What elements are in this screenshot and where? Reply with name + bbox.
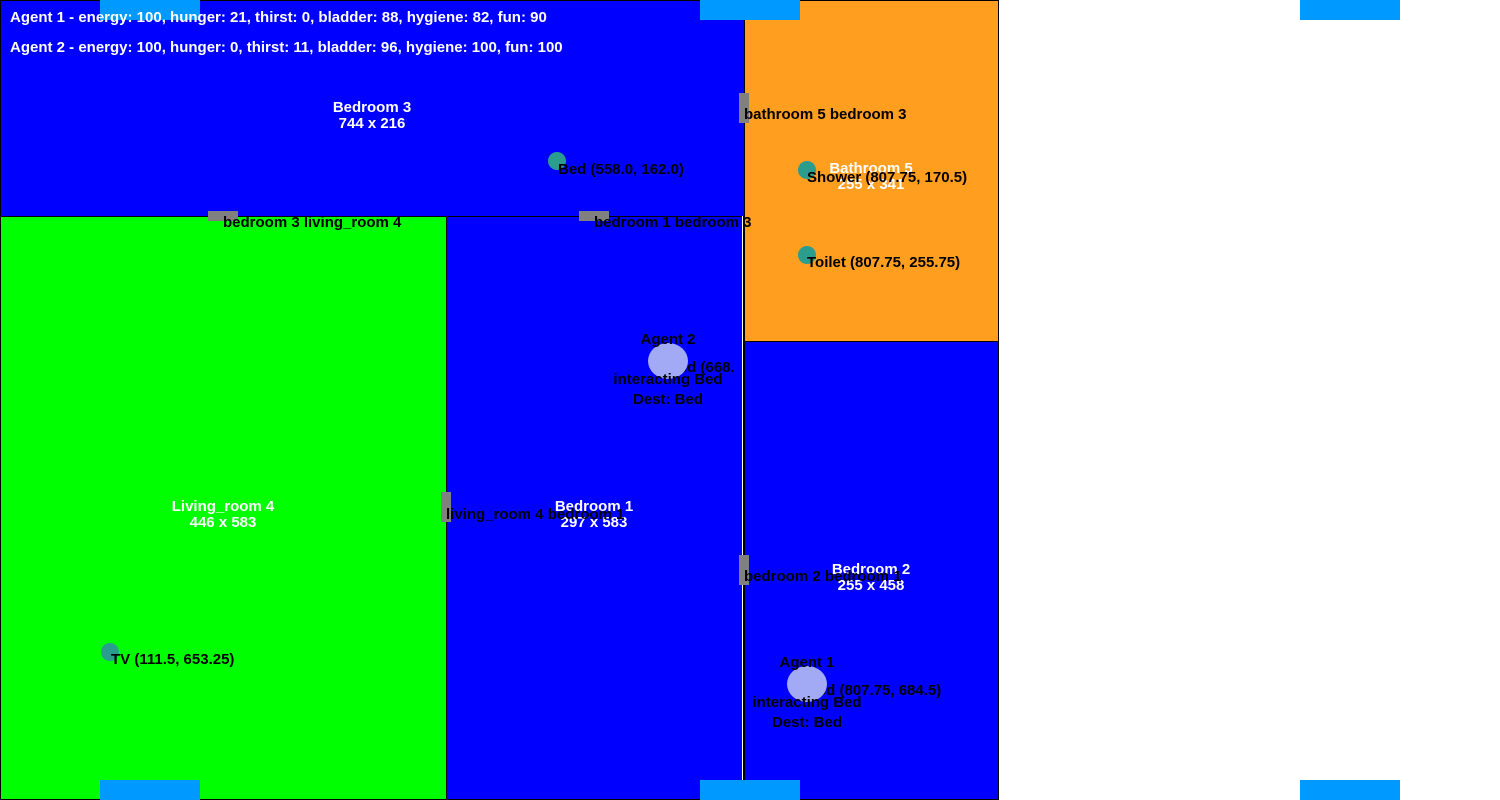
door-bedroom2-bedroom1[interactable] (739, 555, 749, 585)
room-label-bedroom-3: Bedroom 3 744 x 216 (333, 100, 411, 132)
room-name: Bedroom 3 (332, 99, 412, 116)
room-label-bedroom-1: Bedroom 1 297 x 583 (555, 499, 633, 531)
room-label-living-room-4: Living_room 4 446 x 583 (172, 499, 275, 531)
window-marker-bottom-right (1300, 780, 1400, 800)
tv-object[interactable] (101, 643, 119, 661)
bed-label-bedroom-3: Bed (558.0, 162.0) (558, 161, 684, 178)
window-marker-bottom-middle (700, 780, 800, 800)
room-bedroom-3 (0, 0, 745, 217)
room-name: Bathroom 5 (829, 160, 913, 177)
room-label-bathroom-5: Bathroom 5 255 x 341 (829, 161, 912, 193)
door-living-room4-bedroom1[interactable] (441, 492, 451, 522)
room-bedroom-2 (744, 341, 999, 800)
door-bedroom1-bedroom3[interactable] (579, 211, 609, 221)
room-bathroom-5 (744, 0, 999, 342)
tv-label: TV (111.5, 653.25) (111, 651, 235, 668)
agent-2-destination: Dest: Bed (632, 391, 704, 408)
door-label-living-room4-bedroom1: living_room 4 bedroom 1 (446, 506, 625, 523)
room-name: Living_room 4 (171, 498, 275, 515)
agent-1-action: interacting Bed (752, 694, 862, 711)
shower-object[interactable] (798, 161, 816, 179)
agent-2-avatar[interactable] (648, 343, 688, 379)
agent-1-destination: Dest: Bed (771, 714, 843, 731)
agent-1-name: Agent 1 (779, 654, 835, 671)
door-label-bedroom2-bedroom1: bedroom 2 bedroom 1 (744, 568, 902, 585)
agent-2-stats: Agent 2 - energy: 100, hunger: 0, thirst… (10, 39, 563, 56)
agent-2-name: Agent 2 (640, 331, 696, 348)
window-marker-top-left (100, 0, 200, 20)
bed-object-bedroom-3[interactable] (548, 152, 566, 170)
room-size: 255 x 458 (837, 577, 905, 594)
room-name: Bedroom 2 (831, 561, 911, 578)
agent-2-action: interacting Bed (613, 371, 723, 388)
toilet-label: Toilet (807.75, 255.75) (807, 254, 961, 271)
shower-label: Shower (807.75, 170.5) (807, 169, 968, 186)
room-size: 744 x 216 (338, 115, 406, 132)
room-bedroom-1 (446, 216, 744, 800)
window-marker-top-right (1300, 0, 1400, 20)
toilet-object[interactable] (798, 246, 816, 264)
wall-divider (742, 216, 743, 800)
door-label-bathroom5-bedroom3: bathroom 5 bedroom 3 (744, 106, 907, 123)
door-label-bedroom1-bedroom3: bedroom 1 bedroom 3 (594, 214, 752, 231)
bed-label-bedroom-2: Bed (807.75, 684.5) (807, 682, 942, 699)
room-label-bedroom-2: Bedroom 2 255 x 458 (832, 562, 910, 594)
agent-1-avatar[interactable] (787, 666, 827, 702)
door-bathroom5-bedroom3[interactable] (739, 93, 749, 123)
door-bedroom3-living-room4[interactable] (208, 211, 238, 221)
room-size: 297 x 583 (560, 514, 628, 531)
room-size: 255 x 341 (837, 176, 905, 193)
door-label-bedroom3-living-room4: bedroom 3 living_room 4 (223, 214, 402, 231)
agent-1-stats: Agent 1 - energy: 100, hunger: 21, thirs… (10, 9, 547, 26)
window-marker-bottom-left (100, 780, 200, 800)
room-name: Bedroom 1 (554, 498, 634, 515)
window-marker-top-middle (700, 0, 800, 20)
room-size: 446 x 583 (189, 514, 257, 531)
